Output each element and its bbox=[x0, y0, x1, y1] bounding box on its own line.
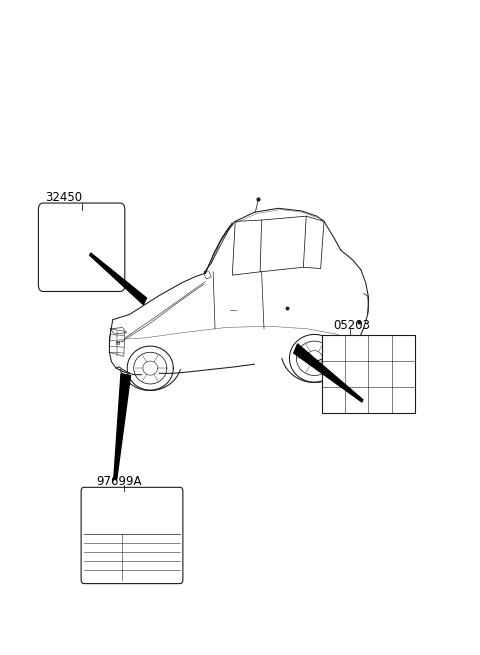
Polygon shape bbox=[90, 253, 146, 305]
FancyBboxPatch shape bbox=[38, 203, 125, 291]
Text: 32450: 32450 bbox=[46, 191, 83, 204]
Text: 05203: 05203 bbox=[334, 319, 371, 332]
Polygon shape bbox=[114, 374, 131, 479]
Text: 97699A: 97699A bbox=[96, 475, 142, 488]
FancyBboxPatch shape bbox=[322, 335, 415, 413]
FancyBboxPatch shape bbox=[81, 487, 183, 584]
Polygon shape bbox=[294, 344, 363, 402]
Text: H: H bbox=[115, 341, 119, 346]
